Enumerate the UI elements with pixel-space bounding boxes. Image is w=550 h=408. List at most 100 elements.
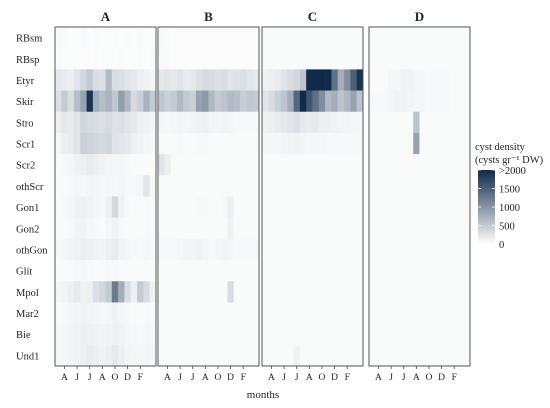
- heatmap-cell: [375, 260, 382, 282]
- heatmap-cell: [195, 111, 203, 134]
- heatmap-cell: [55, 111, 62, 134]
- heatmap-cell: [318, 281, 326, 303]
- heatmap-cell: [444, 27, 452, 49]
- heatmap-cell: [293, 69, 301, 91]
- heatmap-cell: [67, 132, 75, 155]
- heatmap-cell: [287, 323, 294, 346]
- heatmap-cell: [306, 196, 313, 218]
- heatmap-cell: [262, 154, 269, 176]
- heatmap-cell: [375, 217, 382, 240]
- heatmap-cell: [124, 260, 132, 282]
- heatmap-cell: [312, 69, 320, 91]
- heatmap-cell: [246, 302, 253, 324]
- heatmap-cell: [344, 111, 351, 134]
- heatmap-cell: [400, 48, 408, 70]
- heatmap-cell: [331, 111, 339, 134]
- heatmap-cell: [331, 132, 339, 155]
- heatmap-cell: [149, 302, 157, 324]
- heatmap-cell: [92, 196, 100, 218]
- heatmap-cell: [118, 27, 125, 49]
- heatmap-cell: [325, 260, 332, 282]
- heatmap-cell: [111, 69, 119, 91]
- heatmap-cell: [274, 111, 282, 134]
- heatmap-cell: [67, 217, 75, 240]
- heatmap-cell: [67, 90, 75, 113]
- heatmap-cell: [214, 90, 222, 113]
- heatmap-cell: [406, 196, 414, 218]
- heatmap-cell: [325, 302, 332, 324]
- heatmap-cell: [457, 132, 464, 155]
- heatmap-cell: [176, 323, 184, 346]
- x-tick-label: F: [345, 373, 350, 383]
- heatmap-cell: [61, 90, 68, 113]
- heatmap-cell: [80, 27, 87, 49]
- panel-title: B: [204, 9, 213, 24]
- heatmap-cell: [280, 323, 288, 346]
- heatmap-cell: [86, 260, 94, 282]
- heatmap-cell: [280, 69, 288, 91]
- heatmap-cell: [438, 344, 446, 367]
- heatmap-cell: [381, 48, 389, 70]
- heatmap-cell: [432, 48, 439, 70]
- heatmap-cell: [306, 132, 313, 155]
- heatmap-cell: [344, 154, 351, 176]
- heatmap-cell: [158, 132, 165, 155]
- heatmap-cell: [369, 132, 376, 155]
- heatmap-cell: [438, 281, 446, 303]
- heatmap-cell: [158, 323, 165, 346]
- heatmap-cell: [331, 196, 339, 218]
- heatmap-cell: [400, 344, 408, 367]
- heatmap-cell: [137, 111, 144, 134]
- heatmap-cell: [86, 238, 94, 261]
- heatmap-cell: [189, 238, 197, 261]
- heatmap-cell: [240, 69, 247, 91]
- heatmap-cell: [158, 48, 165, 70]
- heatmap-cell: [293, 27, 301, 49]
- heatmap-cell: [274, 238, 282, 261]
- heatmap-cell: [240, 175, 247, 197]
- heatmap-cell: [299, 217, 307, 240]
- heatmap-cell: [369, 323, 376, 346]
- heatmap-cell: [318, 27, 326, 49]
- heatmap-cell: [381, 196, 389, 218]
- heatmap-cell: [233, 196, 241, 218]
- heatmap-cell: [293, 111, 301, 134]
- heatmap-cell: [262, 132, 269, 155]
- heatmap-cell: [214, 154, 222, 176]
- heatmap-cell: [130, 175, 138, 197]
- heatmap-cell: [55, 302, 62, 324]
- heatmap-cell: [164, 154, 171, 176]
- heatmap-cell: [189, 175, 197, 197]
- heatmap-cell: [451, 302, 458, 324]
- x-tick-label: A: [306, 373, 313, 383]
- heatmap-cell: [318, 260, 326, 282]
- heatmap-cell: [118, 260, 125, 282]
- heatmap-cell: [227, 90, 235, 113]
- heatmap-cell: [176, 111, 184, 134]
- heatmap-cell: [325, 154, 332, 176]
- heatmap-cell: [189, 217, 197, 240]
- heatmap-cell: [240, 238, 247, 261]
- row-label: Etyr: [16, 76, 35, 87]
- heatmap-cell: [318, 48, 326, 70]
- heatmap-cell: [325, 132, 332, 155]
- heatmap-cell: [105, 48, 113, 70]
- heatmap-cell: [92, 27, 100, 49]
- heatmap-cell: [425, 111, 433, 134]
- heatmap-cell: [299, 69, 307, 91]
- heatmap-cell: [130, 281, 138, 303]
- heatmap-cell: [287, 48, 294, 70]
- heatmap-cell: [400, 323, 408, 346]
- heatmap-cell: [337, 260, 345, 282]
- heatmap-cell: [293, 154, 301, 176]
- heatmap-cell: [413, 196, 420, 218]
- heatmap-cell: [80, 69, 87, 91]
- heatmap-cell: [299, 344, 307, 367]
- heatmap-cell: [111, 302, 119, 324]
- heatmap-cell: [189, 344, 197, 367]
- heatmap-cell: [394, 238, 401, 261]
- heatmap-cell: [86, 217, 94, 240]
- heatmap-cell: [306, 238, 313, 261]
- heatmap-cell: [457, 154, 464, 176]
